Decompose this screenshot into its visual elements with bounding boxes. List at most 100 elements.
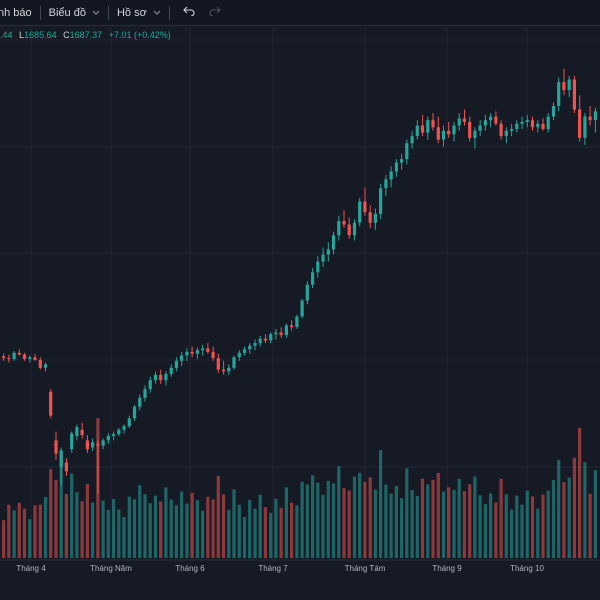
volume-bar: [159, 501, 163, 558]
volume-bar: [101, 500, 105, 558]
toolbar-divider: [168, 5, 170, 20]
candle-body: [263, 338, 267, 341]
volume-bar: [316, 482, 320, 558]
volume-bar: [311, 475, 315, 558]
candle-body: [180, 355, 184, 361]
volume-bar: [242, 517, 247, 558]
ohlc-legend: .44 L1685.64 C1687.37 +7.01 (+0.42%): [0, 30, 175, 40]
candle-body: [38, 359, 42, 368]
candle-body: [138, 397, 142, 407]
volume-bar: [112, 499, 116, 558]
volume-bar: [478, 495, 482, 558]
candle-body: [91, 442, 95, 448]
candle-body: [468, 121, 472, 138]
candle-body: [394, 162, 398, 172]
volume-bar: [457, 479, 461, 558]
volume-bar: [525, 490, 529, 558]
volume-bar: [206, 496, 210, 558]
candle-body: [462, 118, 466, 122]
volume-bar: [352, 476, 357, 558]
candle-body: [489, 116, 493, 121]
volume-bar: [536, 508, 540, 558]
chart-menu-button[interactable]: Biểu đồ: [49, 0, 100, 25]
close-key: C: [63, 30, 70, 40]
volume-bar: [551, 480, 556, 558]
candle-body: [494, 116, 498, 124]
candle-body: [284, 325, 288, 336]
candle-body: [441, 130, 446, 140]
candle-body: [499, 123, 503, 137]
volume-bar: [331, 483, 336, 558]
candle-body: [405, 143, 409, 160]
candle-body: [122, 426, 126, 430]
candle-body: [70, 433, 74, 450]
candle-body: [195, 350, 199, 354]
profile-menu-label: Hồ sơ: [116, 6, 147, 19]
profile-menu-button[interactable]: Hồ sơ: [117, 0, 161, 25]
volume-bar: [59, 449, 63, 558]
alerts-menu[interactable]: nh báo: [0, 0, 32, 25]
volume-bar: [227, 509, 231, 558]
candle-body: [143, 389, 147, 398]
volume-bar: [431, 480, 435, 558]
low-value: 1685.64: [24, 30, 57, 40]
candle-body: [80, 429, 84, 436]
candle-body: [290, 325, 294, 328]
volume-bar: [489, 493, 493, 558]
volume-bar: [379, 450, 383, 558]
candle-body: [232, 357, 236, 368]
candle-body: [379, 188, 383, 214]
volume-bar: [373, 489, 377, 558]
volume-bar: [358, 472, 362, 558]
alerts-label: nh báo: [0, 6, 32, 19]
volume-bar: [405, 468, 409, 558]
undo-button[interactable]: [178, 2, 200, 24]
candle-body: [578, 109, 582, 138]
candle-body: [373, 213, 377, 223]
candle-body: [588, 116, 592, 121]
candle-body: [127, 418, 131, 427]
volume-bar: [22, 508, 27, 558]
candle-body: [567, 79, 571, 91]
volume-bar: [195, 500, 199, 558]
candle-body: [593, 111, 597, 121]
redo-button[interactable]: [204, 2, 226, 24]
volume-bar: [557, 460, 561, 558]
candle-body: [112, 434, 116, 436]
volume-bar: [17, 502, 21, 558]
volume-bar: [28, 519, 32, 558]
volume-bar: [578, 427, 582, 558]
x-tick-label: Tháng 10: [510, 564, 544, 573]
candle-body: [164, 374, 168, 381]
candle-body: [17, 352, 21, 355]
volume-bar: [248, 499, 252, 558]
candle-body: [572, 79, 576, 110]
candle-body: [159, 374, 163, 381]
candle-body: [546, 116, 550, 129]
volume-bar: [462, 491, 466, 558]
volume-bar: [410, 490, 414, 558]
x-tick-label: Tháng 9: [432, 564, 462, 573]
x-tick-label: Tháng 7: [258, 564, 288, 573]
volume-bar: [290, 502, 294, 558]
volume-bar: [468, 484, 472, 558]
candle-body: [331, 235, 336, 250]
candle-body: [22, 354, 27, 359]
candle-body: [169, 367, 173, 374]
candle-body: [185, 351, 189, 356]
candle-body: [557, 82, 561, 106]
volume-bar: [33, 505, 37, 558]
candle-body: [510, 129, 514, 131]
volume-bar: [279, 507, 283, 558]
volume-bar: [274, 498, 278, 558]
candle-body: [201, 348, 205, 351]
volume-bar: [185, 503, 189, 558]
volume-bar: [593, 470, 597, 558]
volume-bar: [12, 510, 16, 558]
candle-body: [206, 348, 210, 352]
candle-body: [316, 261, 320, 273]
volume-bar: [562, 482, 566, 558]
candle-body: [347, 224, 351, 236]
volume-bar: [143, 494, 147, 558]
